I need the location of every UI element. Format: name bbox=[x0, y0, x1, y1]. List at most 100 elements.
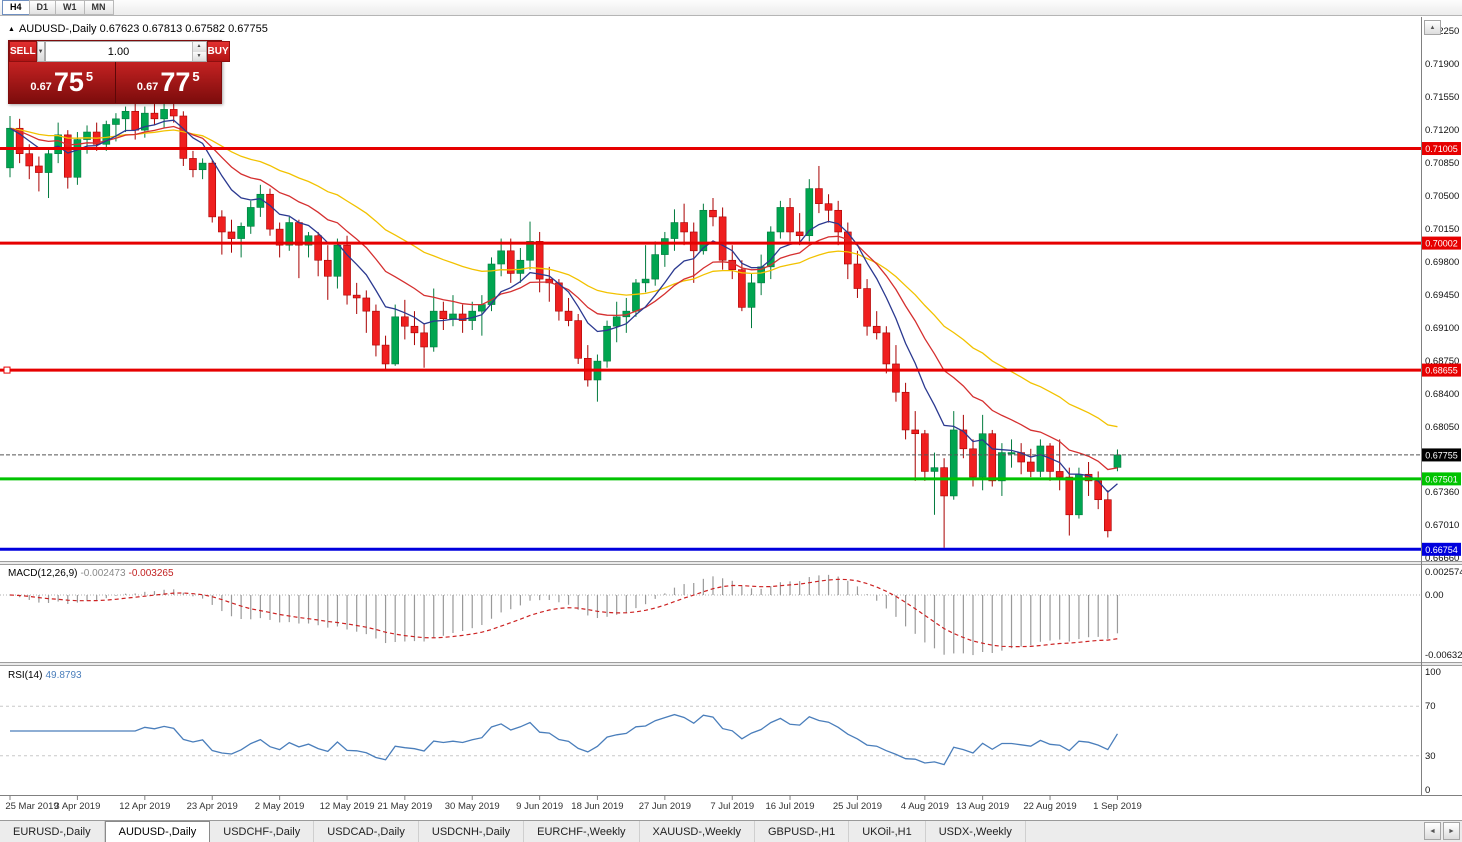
timeframe-button-h4[interactable]: H4 bbox=[2, 0, 30, 15]
spin-down-icon[interactable]: ▼ bbox=[192, 51, 206, 61]
macd-scale-label: 0.002574 bbox=[1425, 567, 1462, 578]
chart-scroll-up-button[interactable]: ▲ bbox=[1424, 20, 1441, 35]
chart-tab-gbpusd-h1[interactable]: GBPUSD-,H1 bbox=[755, 821, 850, 842]
buy-button[interactable]: BUY bbox=[206, 41, 230, 62]
date-axis-label: 4 Aug 2019 bbox=[901, 801, 949, 812]
date-axis-label: 21 May 2019 bbox=[377, 801, 432, 812]
date-axis-label: 30 May 2019 bbox=[445, 801, 500, 812]
macd-indicator-label: MACD(12,26,9) -0.002473 -0.003265 bbox=[8, 568, 174, 579]
rsi-scale-label: 30 bbox=[1425, 751, 1436, 762]
chart-tab-usdcnh-daily[interactable]: USDCNH-,Daily bbox=[419, 821, 525, 842]
sell-button[interactable]: SELL bbox=[9, 41, 37, 62]
one-click-trading-panel: SELL ▼ ▲ ▼ BUY 0.67 75 5 0.67 77 5 bbox=[8, 40, 230, 104]
current-price-badge: 0.67755 bbox=[1425, 450, 1458, 460]
chart-tab-ukoil-h1[interactable]: UKOil-,H1 bbox=[849, 821, 926, 842]
chart-tab-usdx-weekly[interactable]: USDX-,Weekly bbox=[926, 821, 1026, 842]
volume-stepper: ▲ ▼ bbox=[191, 42, 206, 61]
price-scale-label: 0.67360 bbox=[1425, 487, 1459, 498]
hline-price-badge: 0.67501 bbox=[1425, 474, 1458, 484]
date-axis-label: 2 May 2019 bbox=[255, 801, 305, 812]
chart-tab-usdchf-daily[interactable]: USDCHF-,Daily bbox=[210, 821, 315, 842]
order-type-dropdown[interactable]: ▼ bbox=[36, 41, 45, 62]
tab-scroll-buttons: ◄ ► bbox=[1424, 822, 1460, 840]
buy-price-prefix: 0.67 bbox=[136, 81, 159, 93]
chevron-down-icon: ▼ bbox=[37, 48, 44, 55]
price-scale-label: 0.71550 bbox=[1425, 92, 1459, 103]
date-axis-label: 16 Jul 2019 bbox=[765, 801, 814, 812]
rsi-value: 49.8793 bbox=[45, 670, 82, 681]
rsi-scale-label: 0 bbox=[1425, 785, 1430, 796]
tab-scroll-left-button[interactable]: ◄ bbox=[1424, 822, 1441, 840]
timeframe-button-mn[interactable]: MN bbox=[83, 0, 114, 15]
date-axis-label: 23 Apr 2019 bbox=[187, 801, 238, 812]
chart-tab-bar: EURUSD-,Daily AUDUSD-,Daily USDCHF-,Daily U… bbox=[0, 820, 1462, 842]
date-axis-label: 9 Jun 2019 bbox=[516, 801, 563, 812]
sell-price-prefix: 0.67 bbox=[30, 81, 52, 93]
price-scale-label: 0.70150 bbox=[1425, 224, 1459, 235]
date-axis-label: 1 Sep 2019 bbox=[1093, 801, 1142, 812]
sell-price-pip: 5 bbox=[85, 68, 94, 84]
price-scale-label: 0.68750 bbox=[1425, 356, 1459, 367]
sell-price-big: 75 bbox=[53, 67, 84, 97]
buy-price-display[interactable]: 0.67 77 5 bbox=[116, 62, 222, 103]
date-axis-label: 13 Aug 2019 bbox=[956, 801, 1009, 812]
price-chart[interactable]: 0.72250 0.71900 0.71550 0.71200 0.70850 0.705… bbox=[0, 0, 1462, 820]
price-scale-label: 0.66660 bbox=[1425, 553, 1459, 564]
timeframe-toolbar: H4 D1 W1 MN bbox=[0, 0, 1462, 16]
rsi-scale-label: 70 bbox=[1425, 701, 1436, 712]
sell-price-display[interactable]: 0.67 75 5 bbox=[9, 62, 115, 103]
buy-price-pip: 5 bbox=[192, 68, 200, 84]
price-scale-label: 0.68400 bbox=[1425, 389, 1459, 400]
date-axis-label: 12 Apr 2019 bbox=[119, 801, 170, 812]
price-divider bbox=[114, 62, 116, 103]
price-scale-label: 0.72250 bbox=[1425, 26, 1459, 37]
hline-price-badge: 0.70002 bbox=[1425, 239, 1458, 249]
hline-price-badge: 0.71005 bbox=[1425, 144, 1458, 154]
macd-value-1: -0.002473 bbox=[80, 568, 126, 579]
scroll-up-icon: ▲ bbox=[1429, 24, 1436, 31]
macd-scale-label: 0.00 bbox=[1425, 590, 1444, 601]
chart-tab-usdcad-daily[interactable]: USDCAD-,Daily bbox=[314, 821, 419, 842]
timeframe-button-d1[interactable]: D1 bbox=[28, 0, 57, 15]
hline-price-badge: 0.68655 bbox=[1425, 366, 1458, 376]
chart-tab-eurchf-weekly[interactable]: EURCHF-,Weekly bbox=[524, 821, 640, 842]
date-axis-label: 25 Mar 2019 bbox=[5, 801, 58, 812]
date-axis-label: 12 May 2019 bbox=[320, 801, 375, 812]
date-axis-label: 22 Aug 2019 bbox=[1023, 801, 1076, 812]
chart-tab-audusd-daily[interactable]: AUDUSD-,Daily bbox=[104, 821, 211, 842]
price-scale-label: 0.69100 bbox=[1425, 323, 1459, 334]
hline-price-badge: 0.66754 bbox=[1425, 545, 1458, 555]
panel-collapse-icon[interactable]: ▲ bbox=[8, 25, 15, 33]
price-scale-label: 0.67010 bbox=[1425, 520, 1459, 531]
symbol-ohlc-text: AUDUSD-,Daily 0.67623 0.67813 0.67582 0.… bbox=[18, 23, 268, 35]
price-scale-label: 0.70850 bbox=[1425, 158, 1459, 169]
macd-value-2: -0.003265 bbox=[128, 568, 174, 579]
rsi-scale-label: 100 bbox=[1425, 667, 1441, 678]
spin-up-icon[interactable]: ▲ bbox=[192, 42, 206, 52]
date-axis-label: 27 Jun 2019 bbox=[639, 801, 691, 812]
macd-name: MACD(12,26,9) bbox=[8, 568, 78, 579]
price-scale-label: 0.71900 bbox=[1425, 59, 1459, 70]
volume-input[interactable] bbox=[45, 42, 192, 61]
chart-tab-xauusd-weekly[interactable]: XAUUSD-,Weekly bbox=[640, 821, 755, 842]
date-axis-label: 18 Jun 2019 bbox=[571, 801, 623, 812]
date-axis-label: 7 Jul 2019 bbox=[710, 801, 754, 812]
rsi-name: RSI(14) bbox=[8, 670, 43, 681]
chart-tab-eurusd-daily[interactable]: EURUSD-,Daily bbox=[0, 821, 105, 842]
price-scale-label: 0.68050 bbox=[1425, 422, 1459, 433]
tab-prev-icon: ◄ bbox=[1429, 827, 1436, 835]
price-scale-label: 0.70500 bbox=[1425, 191, 1459, 202]
tab-scroll-right-button[interactable]: ► bbox=[1443, 822, 1460, 840]
rsi-indicator-label: RSI(14) 49.8793 bbox=[8, 670, 82, 681]
buy-price-big: 77 bbox=[160, 67, 191, 97]
price-scale-label: 0.71200 bbox=[1425, 125, 1459, 136]
timeframe-button-w1[interactable]: W1 bbox=[55, 0, 85, 15]
price-scale-label: 0.69800 bbox=[1425, 257, 1459, 268]
macd-scale-label: -0.006326 bbox=[1425, 650, 1462, 661]
chart-title: ▲ AUDUSD-,Daily 0.67623 0.67813 0.67582 … bbox=[8, 23, 268, 35]
date-axis-label: 25 Jul 2019 bbox=[833, 801, 882, 812]
date-axis-label: 3 Apr 2019 bbox=[54, 801, 100, 812]
price-scale-label: 0.69450 bbox=[1425, 290, 1459, 301]
tab-next-icon: ► bbox=[1448, 827, 1455, 835]
